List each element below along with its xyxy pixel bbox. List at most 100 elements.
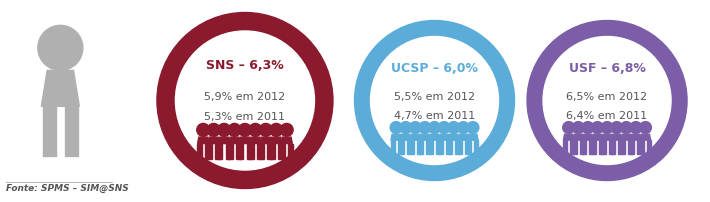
- Polygon shape: [458, 135, 469, 140]
- Polygon shape: [400, 135, 411, 140]
- Polygon shape: [455, 140, 459, 155]
- Polygon shape: [580, 140, 584, 155]
- Polygon shape: [628, 140, 632, 155]
- Ellipse shape: [400, 122, 412, 134]
- Polygon shape: [271, 138, 282, 144]
- Polygon shape: [449, 135, 459, 140]
- Polygon shape: [420, 135, 430, 140]
- Polygon shape: [391, 135, 401, 140]
- Polygon shape: [400, 140, 404, 155]
- Ellipse shape: [601, 122, 613, 134]
- Polygon shape: [465, 140, 469, 155]
- Ellipse shape: [527, 21, 687, 181]
- Polygon shape: [281, 138, 293, 144]
- Polygon shape: [611, 135, 622, 140]
- Text: 4,7% em 2011: 4,7% em 2011: [394, 110, 475, 120]
- Polygon shape: [647, 140, 651, 155]
- Polygon shape: [410, 140, 414, 155]
- Ellipse shape: [157, 14, 333, 188]
- Polygon shape: [41, 71, 80, 107]
- Ellipse shape: [640, 122, 651, 134]
- Polygon shape: [430, 135, 439, 140]
- Polygon shape: [218, 144, 222, 159]
- Polygon shape: [429, 140, 433, 155]
- Ellipse shape: [239, 124, 251, 137]
- Ellipse shape: [270, 124, 283, 137]
- Polygon shape: [467, 140, 471, 155]
- Polygon shape: [640, 135, 650, 140]
- Polygon shape: [439, 135, 449, 140]
- Polygon shape: [427, 140, 430, 155]
- Polygon shape: [236, 144, 241, 159]
- Ellipse shape: [563, 122, 574, 134]
- Polygon shape: [446, 140, 449, 155]
- Ellipse shape: [467, 122, 479, 134]
- Ellipse shape: [448, 122, 459, 134]
- Polygon shape: [268, 144, 272, 159]
- Ellipse shape: [280, 124, 293, 137]
- Text: USF – 6,8%: USF – 6,8%: [569, 61, 645, 74]
- Polygon shape: [618, 140, 622, 155]
- Polygon shape: [599, 140, 603, 155]
- Ellipse shape: [391, 122, 402, 134]
- Text: UCSP – 6,0%: UCSP – 6,0%: [391, 61, 478, 74]
- Polygon shape: [280, 144, 285, 159]
- Polygon shape: [583, 135, 593, 140]
- Polygon shape: [215, 144, 219, 159]
- Polygon shape: [630, 135, 641, 140]
- Polygon shape: [468, 135, 478, 140]
- Polygon shape: [229, 144, 233, 159]
- Polygon shape: [278, 144, 283, 159]
- Text: Fonte: SPMS – SIM@SNS: Fonte: SPMS – SIM@SNS: [6, 183, 129, 192]
- Ellipse shape: [218, 124, 231, 137]
- Polygon shape: [260, 138, 271, 144]
- Text: 5,9% em 2012: 5,9% em 2012: [204, 91, 285, 101]
- Polygon shape: [592, 140, 596, 155]
- Ellipse shape: [591, 122, 604, 134]
- Polygon shape: [410, 135, 420, 140]
- Ellipse shape: [207, 124, 220, 137]
- Polygon shape: [197, 144, 202, 159]
- Polygon shape: [564, 135, 574, 140]
- Ellipse shape: [621, 122, 632, 134]
- Ellipse shape: [429, 122, 440, 134]
- Polygon shape: [439, 140, 442, 155]
- Polygon shape: [229, 138, 240, 144]
- Polygon shape: [271, 144, 275, 159]
- Text: 5,3% em 2011: 5,3% em 2011: [204, 111, 285, 121]
- Polygon shape: [448, 140, 452, 155]
- Polygon shape: [436, 140, 440, 155]
- Polygon shape: [260, 144, 264, 159]
- Polygon shape: [207, 144, 212, 159]
- Polygon shape: [420, 140, 423, 155]
- Text: 5,5% em 2012: 5,5% em 2012: [394, 92, 475, 102]
- Polygon shape: [408, 140, 411, 155]
- Ellipse shape: [611, 122, 623, 134]
- Polygon shape: [239, 138, 251, 144]
- Polygon shape: [570, 140, 574, 155]
- Polygon shape: [573, 135, 584, 140]
- Ellipse shape: [38, 26, 83, 71]
- Ellipse shape: [543, 37, 671, 165]
- Polygon shape: [573, 140, 577, 155]
- Ellipse shape: [354, 21, 515, 181]
- Polygon shape: [611, 140, 615, 155]
- Ellipse shape: [228, 124, 241, 137]
- Polygon shape: [205, 144, 209, 159]
- Ellipse shape: [175, 32, 315, 170]
- Polygon shape: [621, 135, 631, 140]
- Ellipse shape: [410, 122, 421, 134]
- Polygon shape: [638, 140, 641, 155]
- Polygon shape: [208, 138, 219, 144]
- Polygon shape: [257, 144, 261, 159]
- Polygon shape: [398, 140, 402, 155]
- Polygon shape: [239, 144, 244, 159]
- Ellipse shape: [259, 124, 272, 137]
- Ellipse shape: [249, 124, 262, 137]
- Ellipse shape: [419, 122, 431, 134]
- Ellipse shape: [572, 122, 584, 134]
- Polygon shape: [601, 140, 606, 155]
- Ellipse shape: [457, 122, 469, 134]
- Ellipse shape: [371, 37, 498, 165]
- Polygon shape: [602, 135, 612, 140]
